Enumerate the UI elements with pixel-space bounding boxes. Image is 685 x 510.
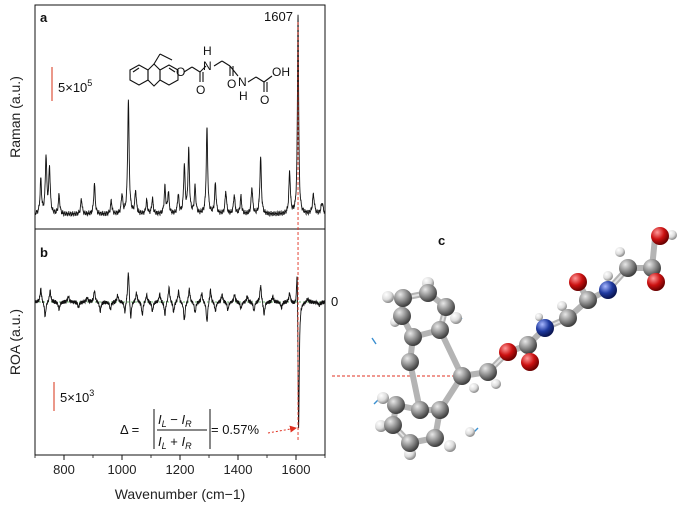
cid-formula: Δ = IL − IR IL + IR = 0.57% [120,409,260,451]
panel-a-frame [34,4,326,230]
atom-carbon [394,289,412,307]
chem-atom-n1: N [203,59,212,73]
chem-atom-o4: O [260,93,269,107]
chem-atom-h2: H [239,89,248,103]
atom-carbon [401,353,419,371]
atom-nitrogen [536,319,554,337]
atom-carbon [419,284,437,302]
atom-carbon [619,259,637,277]
chem-atom-n2: N [238,75,247,89]
panel-b-label: b [40,245,48,260]
atom-carbon [643,259,661,277]
formula-den-plus: + [167,434,182,449]
atom-oxygen [569,273,587,291]
raman-scale-bar-label: 5×105 [58,78,92,95]
atom-hydrogen [450,312,462,324]
atom-oxygen [499,343,517,361]
raman-axis-label: Raman (a.u.) [7,76,23,158]
chemical-structure [129,53,273,92]
atom-oxygen [647,273,665,291]
atom-carbon [393,307,411,325]
atom-carbon [579,291,597,309]
formula-lhs: Δ = [120,422,139,437]
atom-carbon [411,401,429,419]
formula-num-i2: I [181,412,185,427]
formula-den-i2: I [181,434,185,449]
peak-label-1607: 1607 [264,9,293,24]
atom-hydrogen [465,427,475,437]
chem-atom-o1: O [176,65,185,79]
chem-atom-oh: OH [272,65,290,79]
panel-a: a Raman (a.u.) 5×105 1607 [7,4,326,230]
atom-oxygen [651,227,669,245]
x-tick-label-1400: 1400 [224,462,253,477]
atom-hydrogen [603,271,613,281]
formula-denominator: IL + IR [158,434,192,451]
atom-hydrogen [667,230,677,240]
formula-num-i1: I [158,412,162,427]
formula-arrow [267,425,297,434]
atom-carbon [431,321,449,339]
atom-nitrogen [599,281,617,299]
x-axis-ticks: 800 1000 1200 1400 1600 [34,455,326,477]
atom-hydrogen [444,440,456,452]
atom-carbon [387,396,405,414]
formula-den-sub-l: L [162,441,167,451]
atom-hydrogen [535,313,543,321]
formula-num-minus: − [167,412,182,427]
atom-carbon [519,336,537,354]
atom-carbon [479,363,497,381]
atom-hydrogen [615,247,625,257]
atom-carbon [384,416,402,434]
panel-c-label: c [438,233,445,248]
atom-carbon [401,434,419,452]
formula-rhs: = 0.57% [211,422,260,437]
x-tick-label-1600: 1600 [282,462,311,477]
atom-carbon [404,328,422,346]
chem-atom-h1: H [203,44,212,58]
x-tick-label-800: 800 [53,462,75,477]
chem-atom-o3: O [227,77,236,91]
chem-atom-o2: O [196,83,205,97]
formula-den-sub-r: R [185,441,192,451]
raman-scale-mantissa: 5×10 [58,80,87,95]
raman-scale-exponent: 5 [87,78,92,88]
roa-axis-label: ROA (a.u.) [7,309,23,375]
panel-a-label: a [40,10,48,25]
panel-b: b ROA (a.u.) 0 5×103 Δ = IL − IR IL + IR… [7,228,338,502]
roa-scale-mantissa: 5×10 [60,390,89,405]
atom-carbon [431,401,449,419]
atom-hydrogen [469,383,479,393]
roa-scale-bar-label: 5×103 [60,388,94,405]
atom-hydrogen [377,392,389,404]
atom-carbon [426,429,444,447]
atom-oxygen [521,353,539,371]
atom-hydrogen [375,420,387,432]
x-axis-label: Wavenumber (cm−1) [115,486,246,502]
panel-c: c [332,227,677,460]
atom-carbon [437,298,455,316]
roa-scale-exponent: 3 [89,388,94,398]
roa-zero-label: 0 [331,294,338,309]
atom-hydrogen [382,291,394,303]
atom-hydrogen [557,301,567,311]
atom-carbon [453,367,471,385]
formula-num-sub-l: L [162,419,167,429]
x-tick-label-1000: 1000 [108,462,137,477]
formula-den-i1: I [158,434,162,449]
x-tick-label-1200: 1200 [166,462,195,477]
atom-hydrogen [491,379,501,389]
formula-numerator: IL − IR [158,412,192,429]
formula-num-sub-r: R [185,419,192,429]
raman-spectrum-line [35,14,325,218]
roa-spectrum-line [35,272,325,429]
atom-carbon [559,309,577,327]
